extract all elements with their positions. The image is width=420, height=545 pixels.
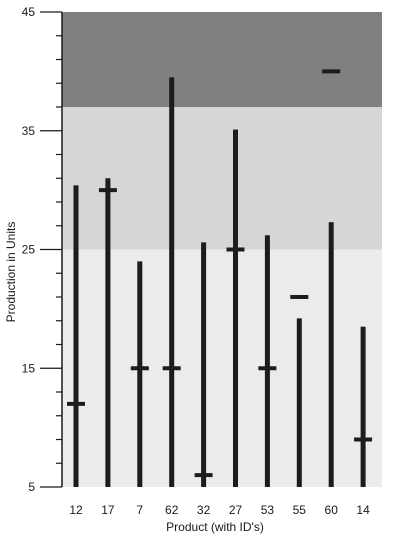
marker-53 bbox=[258, 366, 277, 371]
x-tick-label: 7 bbox=[136, 503, 143, 517]
band-2 bbox=[62, 12, 382, 107]
bar-12 bbox=[73, 185, 79, 487]
x-axis-title: Product (with ID's) bbox=[166, 520, 264, 534]
x-tick-label: 12 bbox=[69, 503, 83, 517]
bars bbox=[73, 77, 366, 487]
y-axis: 5 15 25 35 45 bbox=[22, 5, 63, 494]
x-tick-label: 53 bbox=[261, 503, 275, 517]
x-tick-label: 32 bbox=[197, 503, 211, 517]
x-axis-labels: 12 17 7 62 32 27 53 55 60 14 bbox=[69, 503, 370, 517]
y-tick-label: 5 bbox=[28, 480, 35, 494]
x-tick-label: 17 bbox=[101, 503, 115, 517]
bar-55 bbox=[296, 318, 302, 487]
marker-12 bbox=[67, 401, 85, 406]
bar-27 bbox=[233, 129, 238, 487]
band-0 bbox=[62, 249, 382, 487]
marker-62 bbox=[162, 366, 181, 371]
bar-53 bbox=[264, 235, 270, 487]
marker-55 bbox=[290, 295, 309, 299]
band-1 bbox=[62, 107, 382, 250]
x-tick-label: 55 bbox=[293, 503, 307, 517]
x-tick-label: 60 bbox=[325, 503, 339, 517]
y-axis-title: Production in Units bbox=[4, 222, 18, 323]
marker-7 bbox=[130, 366, 149, 371]
target-markers bbox=[67, 69, 373, 478]
marker-14 bbox=[354, 437, 373, 442]
bar-62 bbox=[169, 77, 175, 487]
qualitative-bands bbox=[62, 12, 382, 487]
y-tick-label: 35 bbox=[22, 124, 36, 138]
marker-60 bbox=[322, 69, 341, 74]
y-tick-label: 15 bbox=[22, 361, 36, 375]
bar-17 bbox=[105, 178, 111, 487]
y-tick-label: 25 bbox=[22, 243, 36, 257]
marker-17 bbox=[98, 188, 117, 193]
bar-32 bbox=[201, 242, 207, 487]
bar-7 bbox=[137, 261, 143, 487]
x-tick-label: 62 bbox=[165, 503, 179, 517]
x-tick-label: 27 bbox=[229, 503, 243, 517]
marker-27 bbox=[226, 247, 245, 252]
marker-32 bbox=[194, 473, 213, 478]
y-tick-label: 45 bbox=[22, 5, 36, 19]
x-tick-label: 14 bbox=[356, 503, 370, 517]
bar-60 bbox=[328, 222, 334, 487]
bar-14 bbox=[360, 326, 366, 487]
